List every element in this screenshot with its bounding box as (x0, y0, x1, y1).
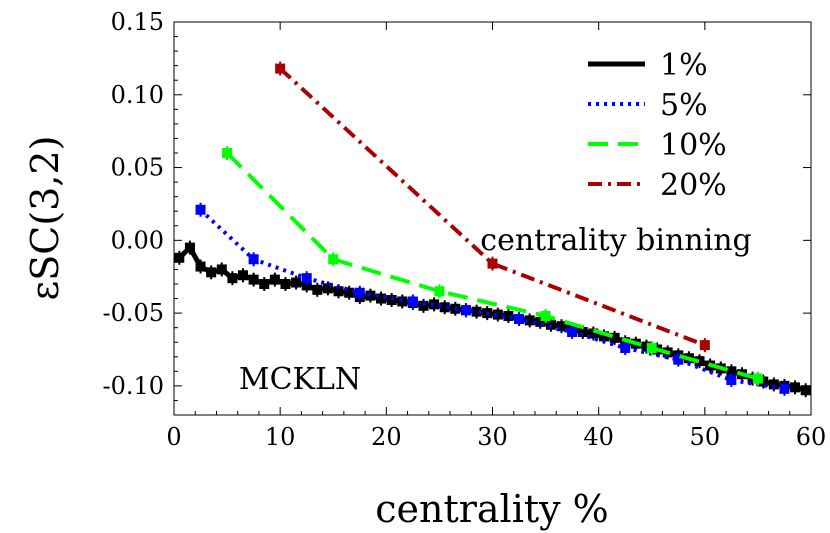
y-axis-label: εSC(3,2) (23, 136, 67, 301)
data-point (524, 315, 535, 326)
data-point (386, 295, 397, 306)
data-point (354, 287, 365, 298)
data-point (620, 343, 631, 354)
data-point (535, 316, 546, 327)
data-point (429, 299, 440, 310)
x-tick-label: 30 (477, 423, 508, 451)
series-2 (222, 146, 763, 386)
data-point (376, 293, 387, 304)
series-line (225, 151, 759, 381)
data-point (301, 280, 312, 291)
series-3 (275, 61, 710, 353)
data-point (195, 261, 206, 272)
annotation-model: MCKLN (239, 362, 361, 397)
data-point (312, 284, 323, 295)
series-1 (195, 202, 790, 396)
x-axis-label: centrality % (375, 487, 609, 531)
data-point (280, 279, 291, 289)
y-tick-label: 0.05 (111, 154, 164, 182)
data-point (641, 341, 652, 352)
data-point (418, 300, 429, 311)
data-point (301, 273, 312, 284)
y-tick-label: -0.05 (102, 299, 164, 327)
legend-label: 10% (660, 128, 727, 163)
x-tick-label: 60 (796, 423, 827, 451)
data-point (174, 252, 185, 263)
y-tick-label: 0.10 (111, 81, 164, 109)
data-point (567, 327, 578, 338)
data-point (588, 328, 599, 339)
data-point (699, 340, 710, 351)
x-axis-ticks: 0 10 20 30 40 50 60 (166, 22, 826, 451)
data-point (328, 254, 339, 265)
y-tick-label: -0.10 (102, 372, 164, 400)
data-point (206, 267, 217, 278)
y-tick-label: 0.15 (111, 8, 164, 36)
series-layer (174, 61, 811, 398)
data-point (577, 327, 588, 338)
legend-label: 5% (660, 88, 708, 123)
data-point (471, 306, 482, 317)
data-point (333, 286, 344, 297)
data-point (397, 296, 408, 307)
annotation-centrality-binning: centrality binning (480, 223, 751, 258)
legend: 1% 5% 10% 20% (588, 48, 727, 203)
data-point (726, 366, 737, 377)
data-point (726, 375, 737, 386)
data-point (407, 296, 418, 307)
x-tick-label: 0 (166, 423, 181, 451)
data-point (344, 287, 355, 298)
data-point (434, 286, 445, 297)
data-point (322, 283, 333, 294)
data-point (227, 273, 238, 284)
data-point (758, 376, 769, 387)
data-point (216, 264, 227, 275)
data-point (768, 379, 779, 390)
data-point (269, 274, 280, 285)
data-point (800, 385, 811, 396)
data-point (439, 302, 450, 313)
x-tick-label: 20 (371, 423, 402, 451)
data-point (609, 332, 620, 343)
data-point (514, 313, 525, 324)
series-line (278, 67, 706, 347)
data-point (673, 354, 684, 365)
plot-frame (173, 21, 812, 416)
data-point (694, 356, 705, 367)
x-tick-label: 10 (265, 423, 296, 451)
data-point (248, 254, 259, 265)
data-point (259, 279, 270, 289)
data-point (275, 63, 286, 74)
y-tick-label: 0.00 (111, 226, 164, 254)
data-point (503, 311, 514, 322)
data-point (184, 242, 195, 253)
data-point (222, 148, 233, 158)
data-point (556, 321, 567, 332)
data-point (487, 258, 498, 269)
data-point (646, 343, 657, 354)
x-tick-label: 40 (583, 423, 614, 451)
data-point (779, 383, 790, 394)
legend-label: 20% (660, 168, 727, 203)
data-point (460, 305, 471, 316)
x-tick-label: 50 (690, 423, 721, 451)
data-point (195, 204, 206, 215)
data-point (291, 277, 302, 288)
data-point (790, 382, 801, 393)
y-axis-ticks: -0.10 -0.05 0.00 0.05 0.10 0.15 (102, 8, 811, 401)
legend-label: 1% (660, 48, 708, 83)
data-point (492, 309, 503, 320)
data-point (248, 274, 259, 285)
data-point (598, 331, 609, 342)
data-point (238, 270, 249, 281)
data-point (752, 373, 763, 384)
data-point (540, 311, 551, 322)
